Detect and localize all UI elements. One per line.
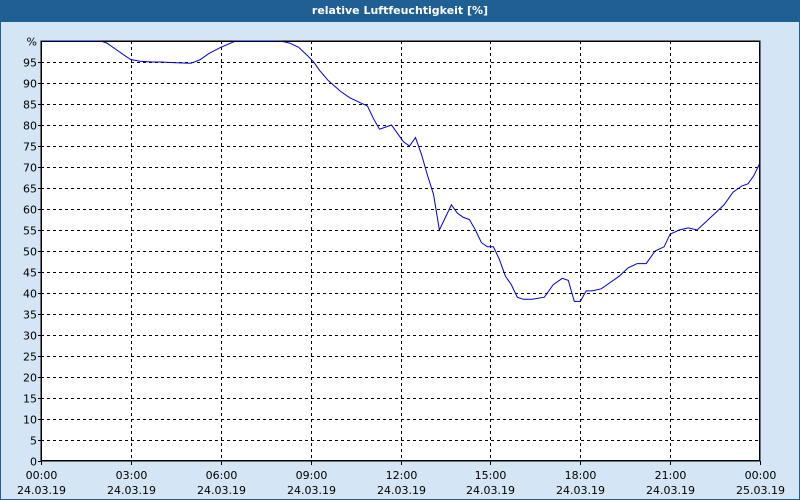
y-tick-label: 90 — [23, 78, 37, 91]
y-tick-label: 95 — [23, 57, 37, 70]
y-tick-label: 80 — [23, 120, 37, 133]
humidity-series-line — [41, 40, 761, 302]
y-axis-label: % — [27, 36, 37, 49]
x-tick-time-label: 12:00 — [386, 469, 418, 482]
x-tick-date-label: 25.03.19 — [736, 484, 785, 497]
chart-title: relative Luftfeuchtigkeit [%] — [0, 0, 800, 22]
x-tick-time-label: 15:00 — [475, 469, 507, 482]
y-tick-label: 35 — [23, 309, 37, 322]
y-tick-label: 65 — [23, 183, 37, 196]
x-tick-date-label: 24.03.19 — [646, 484, 695, 497]
y-tick-label: 50 — [23, 246, 37, 259]
y-tick-label: 15 — [23, 393, 37, 406]
x-tick-time-label: 06:00 — [206, 469, 238, 482]
y-tick-label: 5 — [30, 435, 37, 448]
x-tick-time-label: 00:00 — [745, 469, 777, 482]
x-tick-time-label: 03:00 — [116, 469, 148, 482]
x-tick-time-label: 09:00 — [296, 469, 328, 482]
y-tick-label: 75 — [23, 141, 37, 154]
y-tick-label: 55 — [23, 225, 37, 238]
x-tick-time-label: 18:00 — [565, 469, 597, 482]
x-tick-date-label: 24.03.19 — [17, 484, 66, 497]
x-tick-time-label: 00:00 — [26, 469, 58, 482]
y-tick-label: 40 — [23, 288, 37, 301]
x-tick-date-label: 24.03.19 — [287, 484, 336, 497]
x-tick-date-label: 24.03.19 — [107, 484, 156, 497]
y-tick-label: 85 — [23, 99, 37, 112]
x-tick-date-label: 24.03.19 — [377, 484, 426, 497]
x-tick-date-label: 24.03.19 — [466, 484, 515, 497]
y-tick-label: 60 — [23, 204, 37, 217]
y-tick-label: 0 — [30, 456, 37, 469]
x-tick-date-label: 24.03.19 — [556, 484, 605, 497]
y-tick-label: 70 — [23, 162, 37, 175]
y-tick-label: 10 — [23, 414, 37, 427]
y-tick-label: 30 — [23, 330, 37, 343]
y-tick-label: 25 — [23, 351, 37, 364]
plot-area — [40, 40, 761, 462]
plot-border — [41, 41, 760, 461]
y-tick-label: 45 — [23, 267, 37, 280]
y-tick-label: 20 — [23, 372, 37, 385]
x-tick-time-label: 21:00 — [655, 469, 687, 482]
x-tick-date-label: 24.03.19 — [197, 484, 246, 497]
